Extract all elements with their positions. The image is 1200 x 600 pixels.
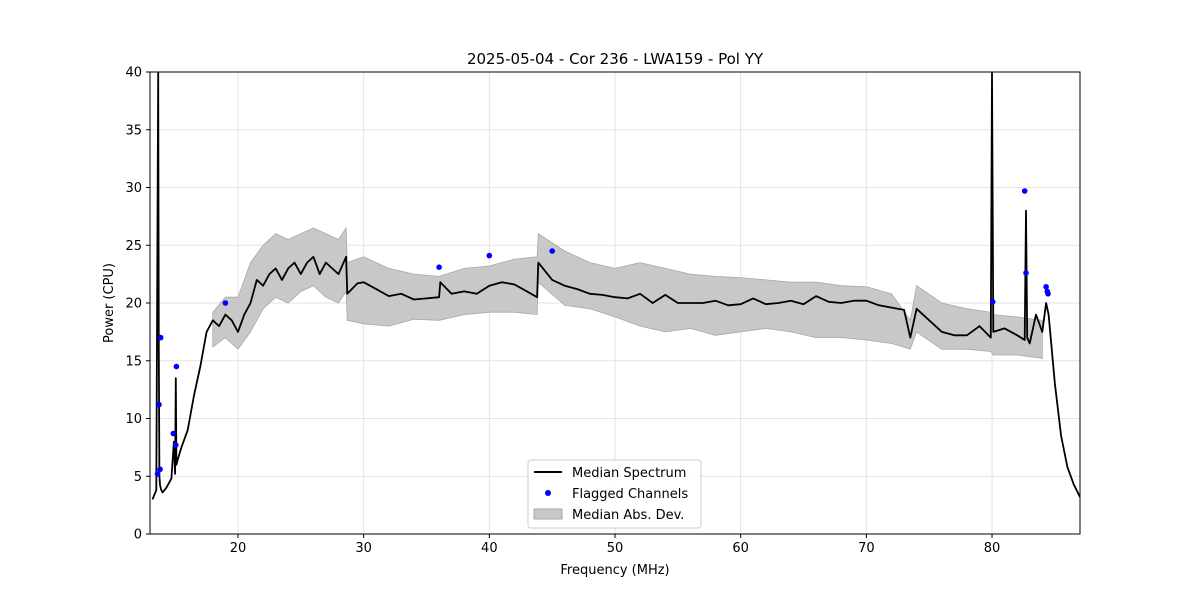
y-tick-label: 30 xyxy=(125,181,142,196)
legend-swatch-mad xyxy=(533,508,563,520)
median-spectrum-line xyxy=(151,72,1080,500)
flagged-channel-point xyxy=(1023,270,1029,276)
flagged-channel-point xyxy=(549,248,555,254)
y-tick-label: 35 xyxy=(125,123,142,138)
y-tick-label: 20 xyxy=(125,297,142,312)
legend-label-mad: Median Abs. Dev. xyxy=(572,508,684,523)
mad-band-layer xyxy=(212,226,1043,359)
x-tick-label: 60 xyxy=(732,541,749,556)
x-tick-label: 30 xyxy=(355,541,372,556)
x-tick-label: 50 xyxy=(607,541,624,556)
flagged-channel-point xyxy=(173,363,180,370)
y-tick-label: 25 xyxy=(125,239,142,254)
flagged-channel-point xyxy=(156,401,162,408)
y-axis-label: Power (CPU) xyxy=(102,263,117,343)
flagged-channel-point xyxy=(173,442,179,448)
flagged-channel-point xyxy=(157,466,163,473)
y-tick-label: 40 xyxy=(125,66,142,81)
x-tick-label: 40 xyxy=(481,541,498,556)
flagged-points-layer xyxy=(154,188,1051,477)
x-axis: 20 30 40 50 60 70 80 xyxy=(230,534,1001,556)
y-tick-label: 10 xyxy=(125,412,142,427)
median-line-layer xyxy=(151,72,1080,500)
flagged-channel-point xyxy=(222,300,229,306)
y-tick-label: 5 xyxy=(134,470,142,485)
x-tick-label: 20 xyxy=(230,541,247,556)
legend-label-flagged: Flagged Channels xyxy=(572,487,688,502)
x-tick-label: 80 xyxy=(984,541,1001,556)
mad-band xyxy=(212,226,1043,359)
flagged-channel-point xyxy=(157,334,164,341)
y-tick-label: 15 xyxy=(125,354,142,369)
flagged-channel-point xyxy=(154,471,161,477)
flagged-channel-point xyxy=(1043,284,1049,290)
legend-label-median: Median Spectrum xyxy=(572,466,686,481)
flagged-channel-point xyxy=(1045,291,1051,297)
chart-title: 2025-05-04 - Cor 236 - LWA159 - Pol YY xyxy=(467,50,764,68)
flagged-channel-point xyxy=(436,264,442,271)
y-tick-label: 0 xyxy=(134,528,142,543)
y-axis: 0 5 10 15 20 25 30 35 40 xyxy=(125,66,150,543)
legend: Median Spectrum Flagged Channels Median … xyxy=(527,459,702,529)
flagged-channel-point xyxy=(1021,188,1028,194)
legend-swatch-flagged xyxy=(545,490,551,496)
flagged-channel-point xyxy=(486,252,493,259)
flagged-channel-point xyxy=(170,430,177,437)
flagged-channel-point xyxy=(989,299,996,305)
x-axis-label: Frequency (MHz) xyxy=(560,563,669,578)
legend-box xyxy=(527,459,702,529)
x-tick-label: 70 xyxy=(858,541,875,556)
